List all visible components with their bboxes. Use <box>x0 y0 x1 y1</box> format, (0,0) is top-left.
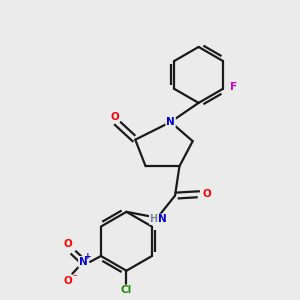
Text: ⁻: ⁻ <box>72 274 77 283</box>
Text: O: O <box>64 239 72 249</box>
Text: N: N <box>158 214 167 224</box>
Text: O: O <box>64 276 72 286</box>
Text: N: N <box>166 117 175 127</box>
Text: Cl: Cl <box>121 286 132 296</box>
Text: O: O <box>110 112 119 122</box>
Text: +: + <box>85 252 92 261</box>
Text: O: O <box>202 189 211 199</box>
Text: H: H <box>149 214 158 224</box>
Text: N: N <box>79 257 88 267</box>
Text: F: F <box>230 82 238 92</box>
